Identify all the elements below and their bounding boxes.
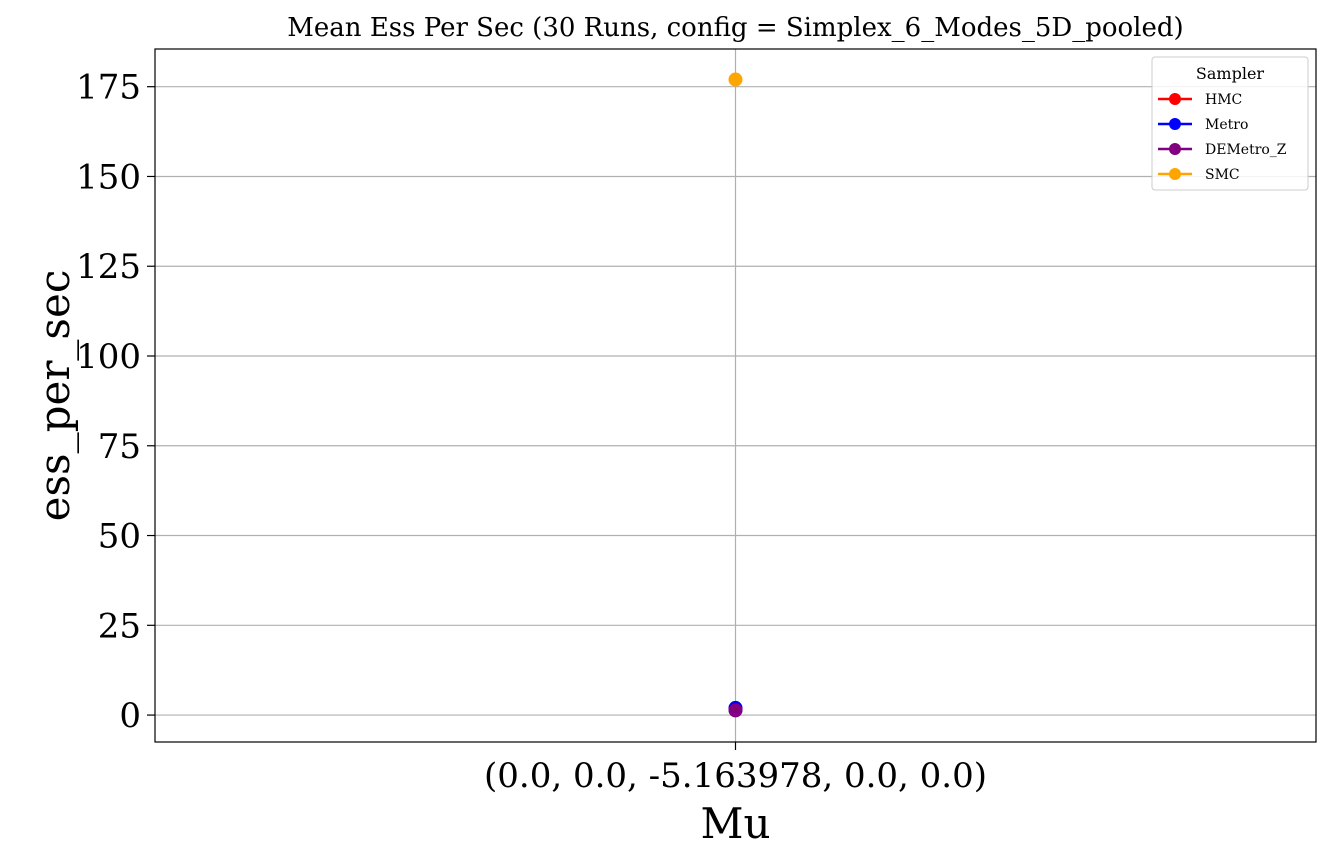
legend-marker	[1169, 143, 1181, 155]
legend-label: DEMetro_Z	[1205, 142, 1287, 158]
axis-layer: 0 25 50 75 100 125 150 175 (0.0, 0.0, -5.163978,…	[76, 68, 987, 796]
legend-title: Sampler	[1196, 64, 1265, 83]
y-tick-label: 50	[98, 517, 141, 557]
grid-layer	[155, 49, 1316, 742]
y-tick-label: 25	[98, 606, 141, 646]
legend-box	[1151, 56, 1309, 191]
legend-items: HMC Metro DEMetro_Z SMC	[1158, 92, 1287, 183]
y-axis-label: ess_per_sec	[30, 270, 79, 522]
legend-label: Metro	[1205, 117, 1248, 133]
legend-marker	[1169, 93, 1181, 105]
legend-label: SMC	[1205, 167, 1240, 183]
y-tick-label: 175	[76, 68, 141, 108]
y-tick-label: 0	[119, 696, 141, 736]
legend-label: HMC	[1205, 92, 1242, 108]
y-tick-label: 150	[76, 157, 141, 197]
legend-marker	[1169, 168, 1181, 180]
marks-layer	[728, 72, 743, 718]
legend: Sampler HMC Metro DEMetro_Z SMC	[1151, 56, 1309, 191]
x-axis-label: Mu	[700, 799, 770, 848]
legend-marker	[1169, 118, 1181, 130]
data-point-smc	[728, 72, 743, 87]
chart-title: Mean Ess Per Sec (30 Runs, config = Simp…	[287, 13, 1183, 43]
data-point-demetro-z	[728, 703, 743, 718]
y-tick-label: 125	[76, 247, 141, 287]
y-tick-label: 75	[98, 427, 141, 467]
x-tick-label: (0.0, 0.0, -5.163978, 0.0, 0.0)	[484, 756, 987, 796]
y-tick-label: 100	[76, 337, 141, 377]
